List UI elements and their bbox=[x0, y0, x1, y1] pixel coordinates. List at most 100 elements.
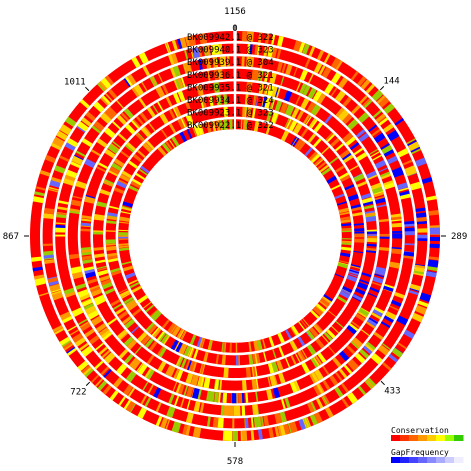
conservation-segment bbox=[362, 98, 371, 107]
conservation-segment bbox=[429, 243, 440, 249]
conservation-segment bbox=[64, 174, 76, 183]
conservation-segment bbox=[111, 270, 122, 276]
conservation-segment bbox=[336, 201, 347, 206]
conservation-segment bbox=[277, 332, 285, 344]
conservation-segment bbox=[119, 216, 130, 222]
conservation-segment bbox=[274, 87, 279, 98]
conservation-segment bbox=[295, 139, 303, 149]
conservation-segment bbox=[248, 56, 254, 68]
conservation-segment bbox=[100, 77, 112, 89]
conservation-segment bbox=[223, 119, 228, 130]
conservation-segment bbox=[346, 274, 358, 282]
conservation-segment bbox=[265, 33, 270, 44]
conservation-segment bbox=[310, 104, 321, 116]
conservation-segment bbox=[417, 300, 429, 308]
conservation-segment bbox=[341, 228, 352, 231]
conservation-segment bbox=[319, 300, 329, 308]
conservation-segment bbox=[187, 360, 196, 372]
conservation-segment bbox=[346, 324, 357, 335]
conservation-segment bbox=[75, 180, 87, 189]
conservation-segment bbox=[324, 406, 334, 418]
conservation-segment bbox=[39, 169, 51, 177]
conservation-segment bbox=[180, 330, 187, 340]
conservation-segment bbox=[404, 243, 415, 246]
legend-conservation-swatch bbox=[391, 435, 401, 441]
conservation-segment bbox=[186, 399, 191, 410]
conservation-segment bbox=[123, 296, 134, 305]
conservation-segment bbox=[184, 49, 189, 61]
conservation-segment bbox=[81, 255, 93, 261]
conservation-segment bbox=[185, 114, 193, 126]
conservation-segment bbox=[125, 124, 136, 135]
conservation-segment bbox=[165, 96, 173, 107]
conservation-segment bbox=[63, 178, 75, 186]
conservation-segment bbox=[106, 106, 118, 118]
ring-group bbox=[30, 31, 440, 441]
conservation-segment bbox=[349, 269, 360, 274]
conservation-segment bbox=[324, 114, 333, 124]
conservation-segment bbox=[370, 151, 380, 158]
conservation-segment bbox=[137, 407, 147, 419]
conservation-segment bbox=[81, 215, 92, 220]
conservation-segment bbox=[213, 69, 219, 81]
conservation-segment bbox=[341, 242, 352, 246]
conservation-segment bbox=[285, 64, 293, 76]
conservation-segment bbox=[383, 182, 395, 190]
conservation-segment bbox=[343, 154, 354, 164]
conservation-segment bbox=[56, 214, 67, 219]
conservation-segment bbox=[116, 114, 127, 125]
conservation-segment bbox=[392, 233, 403, 239]
conservation-segment bbox=[262, 338, 267, 349]
conservation-segment bbox=[89, 284, 100, 291]
conservation-segment bbox=[93, 232, 104, 235]
conservation-segment bbox=[359, 95, 368, 105]
conservation-segment bbox=[289, 340, 298, 352]
tick-mark bbox=[379, 86, 385, 91]
conservation-segment bbox=[109, 166, 120, 175]
conservation-segment bbox=[57, 206, 68, 211]
conservation-segment bbox=[376, 204, 387, 208]
conservation-segment bbox=[157, 73, 164, 83]
conservation-segment bbox=[377, 344, 390, 356]
conservation-segment bbox=[281, 63, 287, 74]
conservation-segment bbox=[264, 97, 272, 109]
conservation-segment bbox=[265, 124, 272, 135]
conservation-segment bbox=[366, 235, 377, 239]
conservation-segment bbox=[360, 192, 372, 200]
conservation-segment bbox=[215, 120, 221, 131]
conservation-segment bbox=[378, 117, 389, 126]
conservation-segment bbox=[383, 103, 393, 111]
conservation-segment bbox=[255, 378, 259, 389]
conservation-segment bbox=[297, 336, 306, 347]
conservation-segment bbox=[303, 114, 311, 125]
conservation-segment bbox=[48, 186, 59, 191]
conservation-segment bbox=[298, 42, 306, 53]
conservation-segment bbox=[119, 289, 130, 298]
conservation-segment bbox=[93, 120, 105, 132]
conservation-segment bbox=[383, 315, 395, 323]
conservation-segment bbox=[59, 124, 72, 136]
conservation-segment bbox=[305, 115, 312, 126]
conservation-segment bbox=[317, 161, 327, 170]
conservation-segment bbox=[272, 387, 281, 399]
conservation-segment bbox=[66, 138, 79, 148]
conservation-segment bbox=[93, 214, 105, 221]
conservation-segment bbox=[340, 382, 349, 393]
conservation-segment bbox=[83, 266, 95, 272]
conservation-segment bbox=[259, 58, 264, 69]
conservation-segment bbox=[67, 325, 77, 332]
conservation-segment bbox=[126, 339, 138, 350]
conservation-segment bbox=[137, 294, 148, 304]
conservation-segment bbox=[223, 94, 228, 105]
conservation-segment bbox=[221, 354, 226, 366]
conservation-segment bbox=[250, 430, 255, 441]
conservation-segment bbox=[186, 128, 193, 139]
conservation-segment bbox=[285, 357, 291, 368]
legend-gap-title: GapFrequency bbox=[391, 448, 449, 457]
conservation-segment bbox=[329, 375, 339, 386]
conservation-segment bbox=[366, 237, 377, 243]
conservation-segment bbox=[361, 197, 373, 204]
conservation-segment bbox=[229, 342, 232, 353]
conservation-segment bbox=[141, 81, 148, 92]
